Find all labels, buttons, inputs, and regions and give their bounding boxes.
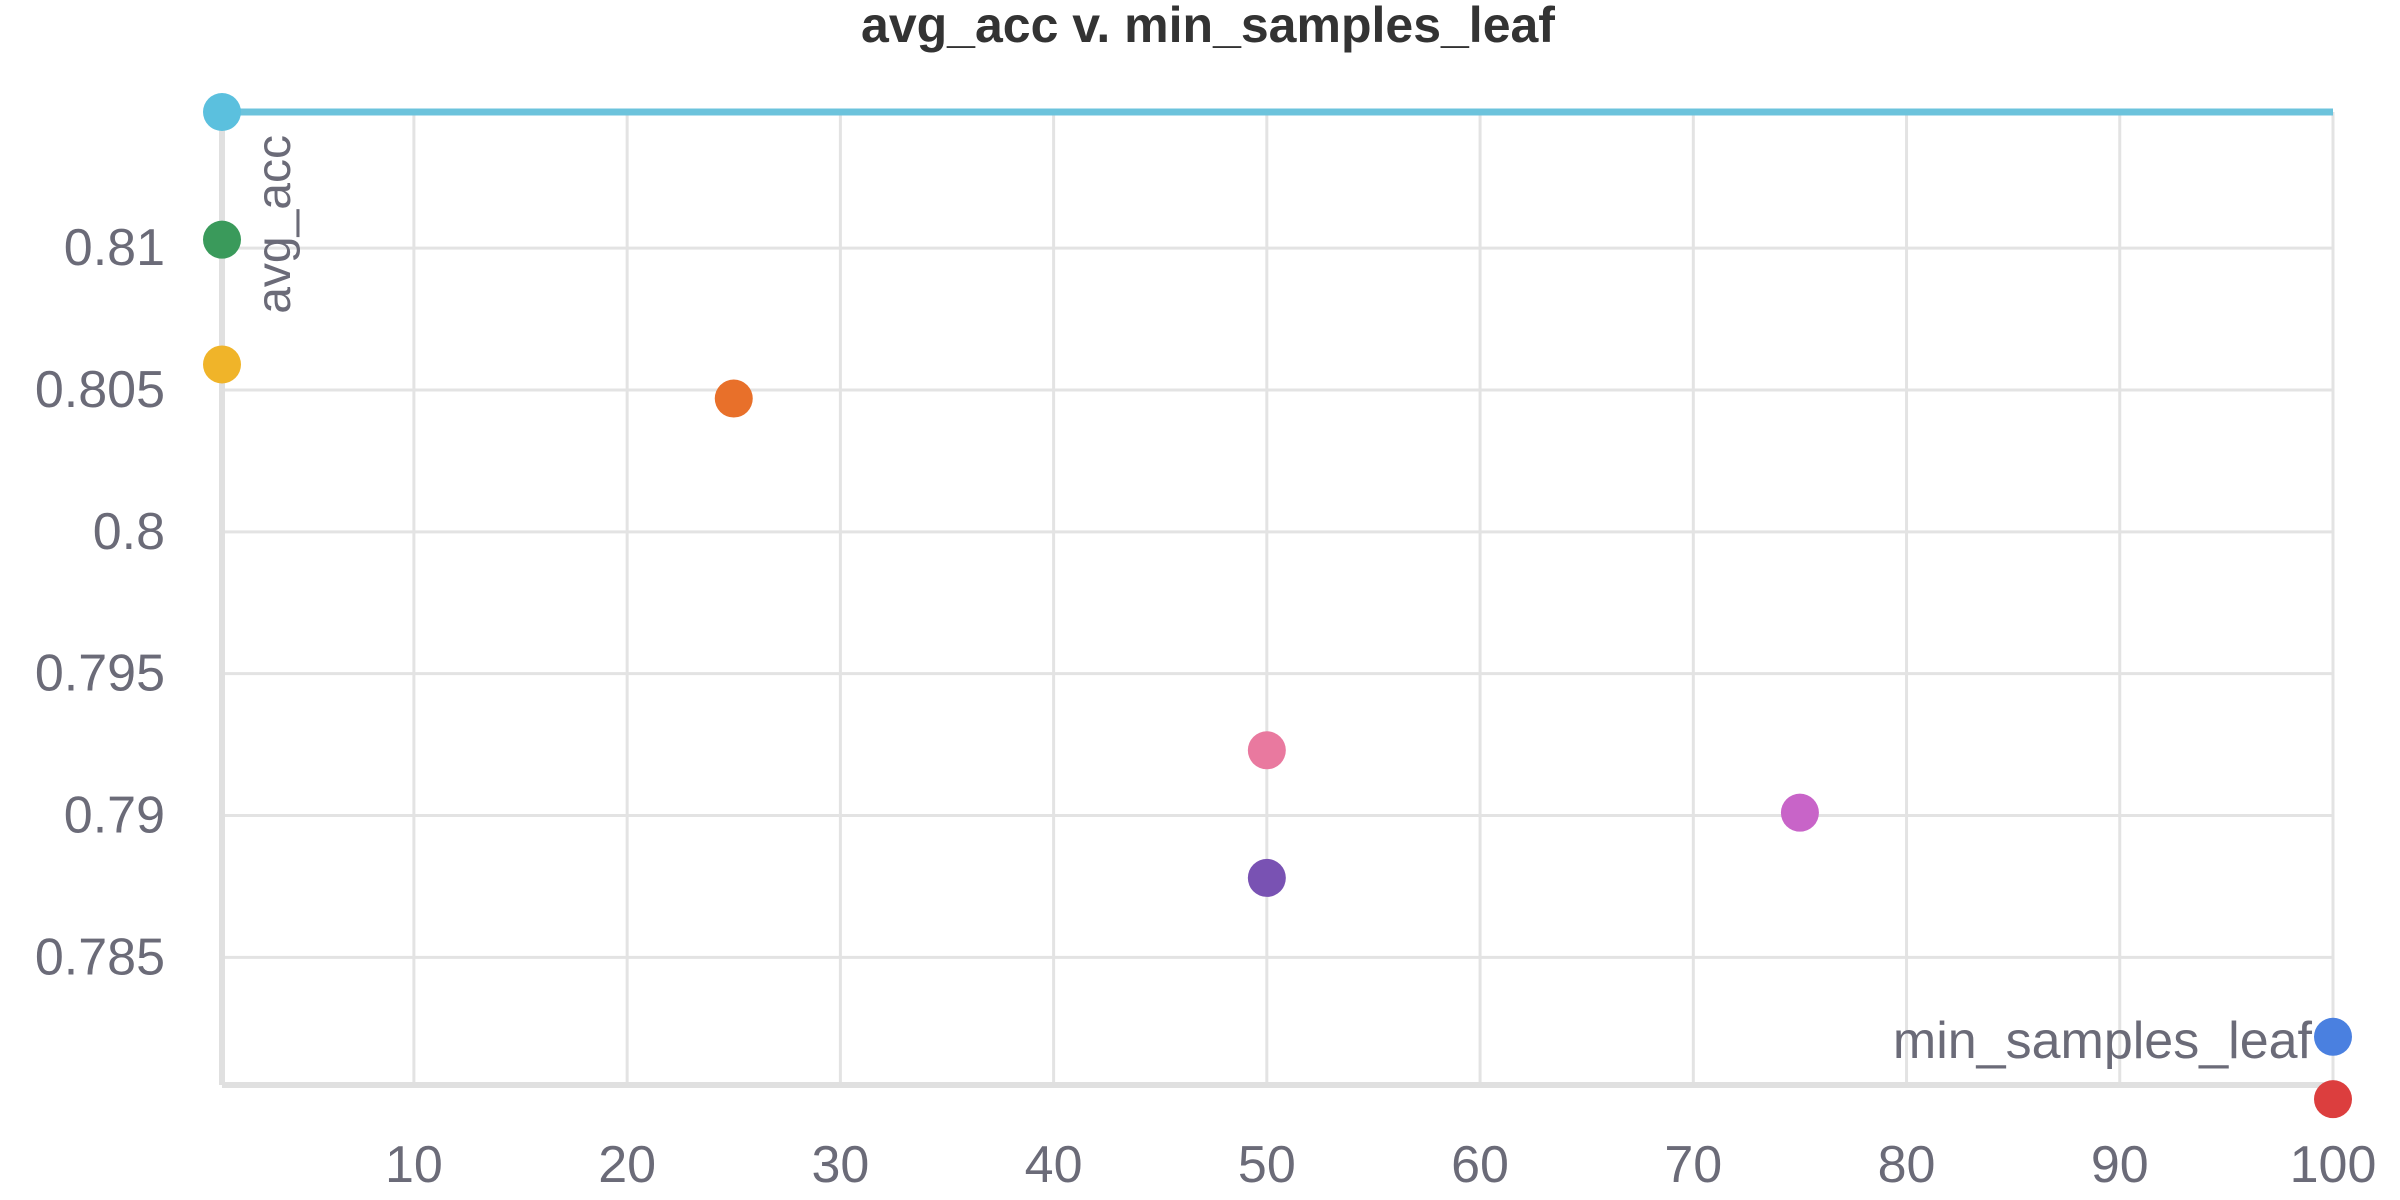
x-tick-labels: 10 20 30 40 50 60 70 80 90 100 — [385, 1136, 2376, 1194]
data-point — [203, 93, 241, 131]
x-tick-label: 80 — [1878, 1136, 1936, 1194]
data-point — [203, 345, 241, 384]
y-axis-label: avg_acc — [248, 135, 301, 314]
data-point — [1247, 731, 1286, 770]
data-points — [203, 93, 2352, 1119]
y-tick-label: 0.795 — [35, 645, 165, 703]
x-tick-label: 60 — [1451, 1136, 1509, 1194]
x-tick-label: 30 — [811, 1136, 869, 1194]
data-point — [203, 220, 241, 259]
data-point — [714, 379, 753, 418]
x-tick-label: 90 — [2091, 1136, 2149, 1194]
y-tick-label: 0.805 — [35, 361, 165, 419]
data-point — [1780, 793, 1819, 832]
axes — [219, 100, 2333, 1088]
y-tick-label: 0.79 — [64, 787, 165, 845]
y-tick-label: 0.785 — [35, 928, 165, 986]
x-tick-label: 70 — [1664, 1136, 1722, 1194]
x-axis-label: min_samples_leaf — [1893, 1012, 2313, 1070]
x-tick-label: 20 — [598, 1136, 656, 1194]
x-tick-label: 40 — [1025, 1136, 1083, 1194]
x-tick-label: 10 — [385, 1136, 443, 1194]
chart-title: avg_acc v. min_samples_leaf — [861, 0, 1555, 53]
y-tick-label: 0.8 — [93, 503, 165, 561]
data-point — [1247, 858, 1286, 897]
data-point — [2314, 1080, 2352, 1119]
y-tick-labels: 0.785 0.79 0.795 0.8 0.805 0.81 — [35, 219, 165, 986]
x-tick-label: 100 — [2290, 1136, 2377, 1194]
grid-lines — [222, 112, 2335, 1085]
data-point — [2314, 1017, 2352, 1056]
y-tick-label: 0.81 — [64, 219, 165, 277]
x-tick-label: 50 — [1238, 1136, 1296, 1194]
